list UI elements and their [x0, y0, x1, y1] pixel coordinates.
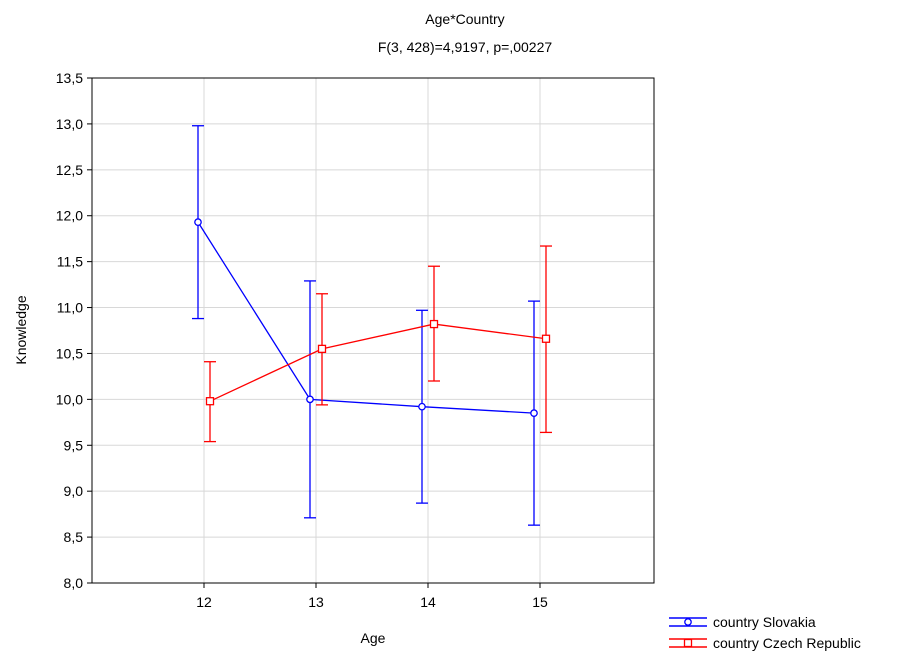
y-tick-label: 12,5: [56, 162, 83, 178]
series-line: [209, 323, 547, 402]
series-country-czech-republic: [204, 245, 552, 443]
legend: country Slovakia country Czech Republic: [669, 614, 861, 651]
legend-label: country Czech Republic: [713, 635, 861, 651]
y-axis-label: Knowledge: [13, 295, 29, 364]
y-tick-label: 9,0: [64, 483, 84, 499]
data-point-circle: [306, 395, 314, 404]
x-tick-label: 12: [196, 594, 212, 610]
y-tick-label: 10,5: [56, 345, 83, 361]
data-point-circle: [530, 409, 538, 417]
plot-frame: [91, 77, 655, 584]
chart-subtitle: F(3, 428)=4,9197, p=,00227: [378, 39, 553, 55]
series-line: [197, 221, 535, 414]
data-point-circle: [194, 218, 202, 227]
y-tick-label: 11,5: [57, 254, 83, 270]
legend-item-country-slovakia: country Slovakia: [669, 614, 816, 630]
y-tick-label: 10,0: [56, 391, 83, 407]
x-tick-label: 15: [532, 594, 548, 610]
legend-marker-circle: [684, 618, 692, 626]
legend-label: country Slovakia: [713, 614, 816, 630]
y-tick-label: 13,0: [56, 116, 83, 132]
legend-item-country-czech-republic: country Czech Republic: [669, 635, 861, 651]
y-tick-label: 8,0: [64, 575, 84, 591]
data-point-circle: [418, 402, 426, 411]
x-axis-label: Age: [361, 630, 386, 646]
y-axis-ticks: 8,0 8,5 9,0 9,5 10,0 10,5 11,0 11,5 12,0 12,5 13,0…: [56, 70, 92, 591]
y-tick-label: 8,5: [64, 529, 84, 545]
y-tick-label: 9,5: [64, 437, 84, 453]
data-point-square: [541, 334, 551, 343]
legend-marker-square: [683, 638, 693, 648]
data-point-square: [317, 344, 327, 354]
chart-title: Age*Country: [425, 11, 504, 27]
data-point-square: [429, 319, 439, 329]
data-point-square: [205, 397, 215, 406]
x-tick-label: 14: [420, 594, 436, 610]
y-tick-label: 12,0: [56, 208, 83, 224]
grid-lines: [92, 78, 654, 583]
series-country-slovakia: [192, 125, 540, 526]
x-tick-label: 13: [308, 594, 324, 610]
series-group: [192, 125, 552, 526]
x-axis-ticks: 12 13 14 15: [196, 583, 548, 610]
y-tick-label: 11,0: [57, 300, 83, 316]
y-tick-label: 13,5: [56, 70, 83, 86]
